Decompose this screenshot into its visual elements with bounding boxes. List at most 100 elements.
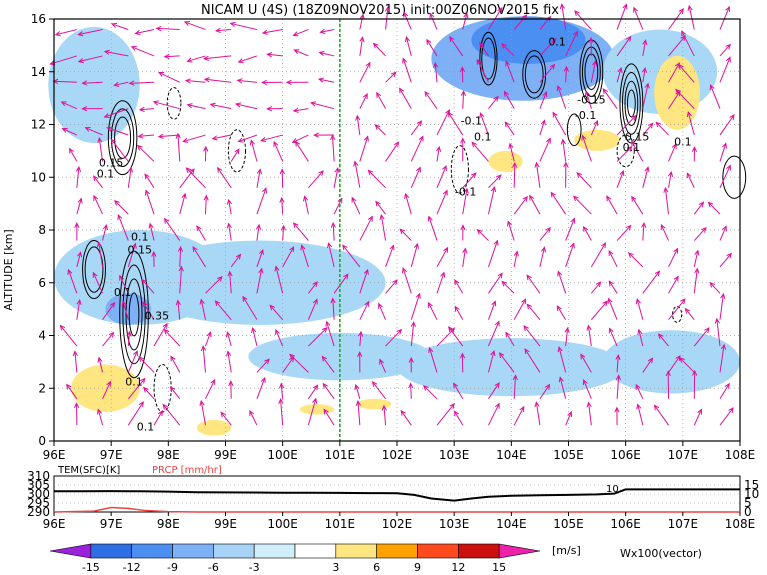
wind-vector (157, 133, 180, 139)
wind-vector (126, 330, 132, 347)
wind-vector (280, 224, 286, 241)
wind-vector (709, 281, 721, 294)
wind-vector (523, 325, 541, 347)
wind-vector (460, 137, 466, 162)
wind-vector (261, 79, 283, 86)
wind-vector (400, 409, 412, 426)
wind-vector (103, 49, 129, 57)
wind-vector (586, 324, 592, 347)
colorbar-unit: [m/s] (552, 544, 581, 557)
wind-vector (410, 166, 421, 189)
wind-vector (54, 29, 77, 37)
wind-vector (642, 357, 654, 373)
wind-vector (668, 35, 686, 57)
wind-vector (641, 221, 647, 241)
wind-vector (462, 247, 468, 267)
wind-vector (292, 29, 309, 37)
y-tick-label: 12 (31, 118, 46, 132)
wind-vector (399, 228, 412, 241)
contour-label: 0.1 (137, 420, 155, 433)
wind-vector (560, 138, 567, 162)
wind-vector (371, 381, 386, 400)
wind-vector (426, 38, 438, 57)
wind-vector (384, 5, 391, 30)
wind-vector (436, 246, 449, 268)
wind-vector (402, 57, 412, 83)
wind-vector (681, 30, 695, 57)
wind-vector (96, 408, 104, 426)
wind-vector (236, 78, 257, 84)
main-plot-panel: 0.1-0.15-0.10.150.1 0.1-0.10.1-0.10.150.1… (2, 3, 755, 462)
wind-vector (590, 119, 599, 136)
wind-vector (488, 174, 502, 189)
wind-vector (719, 292, 726, 320)
wind-vector (177, 245, 184, 267)
contour-solid (114, 116, 132, 159)
x-tick-label: 96E (43, 448, 66, 462)
wind-vector (462, 187, 469, 215)
wind-vector (359, 36, 365, 56)
wind-vector (687, 4, 695, 30)
wind-vector (668, 247, 679, 268)
mini-x-tick-label: 101E (325, 517, 356, 531)
wind-vector (308, 170, 324, 189)
wind-vector (448, 326, 464, 347)
wind-vector (178, 265, 184, 294)
wind-vector (487, 239, 499, 268)
wind-vector (121, 300, 129, 320)
wind-vector (539, 383, 551, 400)
wind-vector (214, 300, 232, 320)
wind-vector (428, 301, 438, 320)
shade-region-negative (105, 293, 152, 325)
wind-vector (454, 305, 464, 320)
colorbar-segment (172, 543, 214, 559)
wind-vector (319, 28, 335, 35)
mini-x-tick-label: 100E (267, 517, 298, 531)
wind-vector (92, 271, 104, 294)
wind-vector (119, 274, 129, 294)
wind-vector (686, 172, 695, 189)
wind-vector (616, 35, 632, 57)
wind-vector (153, 322, 168, 347)
wind-vector (660, 223, 669, 241)
wind-vector (274, 265, 284, 294)
chart-title: NICAM U (4S) (18Z09NOV2015) init:00Z06NO… (201, 3, 559, 18)
wind-vector (627, 252, 644, 268)
wind-vector (693, 249, 700, 268)
y-tick-label: 16 (31, 12, 46, 26)
x-tick-label: 97E (100, 448, 123, 462)
wind-vector (576, 172, 592, 189)
mini-x-tick-label: 97E (100, 517, 123, 531)
wind-vector (616, 3, 628, 30)
wind-vector (559, 3, 567, 30)
wind-vector (81, 106, 103, 112)
wind-vector (488, 382, 500, 400)
wind-vector (256, 358, 270, 373)
wind-vector (256, 376, 266, 399)
wind-vector (642, 39, 648, 57)
colorbar-tick-label: -12 (123, 561, 141, 574)
wind-vector (203, 77, 232, 83)
wind-vector (153, 410, 163, 426)
contour-solid (522, 50, 547, 99)
wind-vector (616, 66, 623, 83)
wind-vector (453, 382, 464, 400)
contour-label: 0.15 (128, 244, 153, 257)
wind-vector (256, 248, 264, 268)
wind-vector (143, 386, 155, 400)
wind-vector (97, 356, 104, 373)
wind-vector (590, 300, 608, 321)
wind-vector (310, 101, 335, 110)
wind-vector (488, 272, 503, 294)
wind-vector (583, 225, 592, 241)
wind-vector (488, 320, 500, 347)
wind-vector (385, 279, 398, 294)
wind-vector (205, 378, 216, 400)
shade-region-negative (602, 330, 741, 394)
wind-vector (557, 270, 567, 294)
wind-vector (179, 168, 195, 189)
wind-vector (582, 379, 592, 399)
wind-vector (436, 189, 448, 215)
wind-vector (317, 77, 335, 83)
wind-vector (199, 298, 206, 320)
